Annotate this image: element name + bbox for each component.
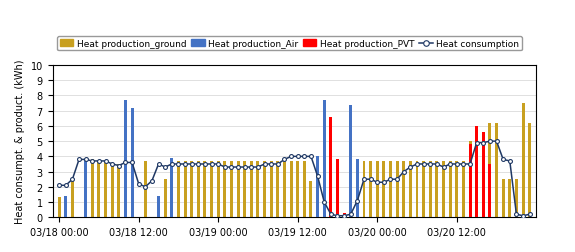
Bar — [382, 161, 385, 217]
Bar — [290, 161, 293, 217]
Heat consumption — [334, 214, 341, 217]
Bar — [429, 161, 432, 217]
Bar — [84, 160, 87, 217]
Bar — [522, 104, 524, 217]
Bar — [336, 160, 339, 217]
Bar — [64, 196, 67, 217]
Bar — [389, 161, 392, 217]
Heat consumption — [486, 140, 493, 143]
Bar — [91, 160, 94, 217]
Bar — [528, 123, 531, 217]
Bar — [157, 202, 160, 217]
Bar — [303, 161, 306, 217]
Bar — [71, 181, 74, 217]
Bar — [197, 161, 200, 217]
Bar — [402, 161, 405, 217]
Bar — [157, 196, 160, 217]
Bar — [356, 160, 359, 217]
Bar — [84, 160, 87, 217]
Bar — [488, 164, 492, 217]
Bar — [469, 145, 471, 217]
Bar — [97, 161, 101, 217]
Bar — [349, 105, 352, 217]
Bar — [455, 161, 458, 217]
Bar — [243, 161, 246, 217]
Bar — [223, 161, 227, 217]
Bar — [270, 161, 273, 217]
Bar — [110, 164, 114, 217]
Heat consumption — [361, 178, 367, 181]
Bar — [495, 123, 498, 217]
Bar — [164, 179, 167, 217]
Bar — [256, 161, 259, 217]
Bar — [124, 101, 127, 217]
Bar — [329, 117, 332, 217]
Bar — [482, 161, 485, 217]
Bar — [323, 101, 325, 217]
Bar — [409, 161, 412, 217]
Bar — [296, 161, 299, 217]
Heat consumption — [56, 184, 63, 187]
Bar — [217, 161, 220, 217]
Bar — [236, 161, 240, 217]
Heat consumption — [321, 201, 328, 204]
Bar — [362, 161, 366, 217]
Bar — [230, 161, 233, 217]
Bar — [210, 161, 213, 217]
Legend: Heat production_ground, Heat production_Air, Heat production_PVT, Heat consumpti: Heat production_ground, Heat production_… — [57, 37, 522, 51]
Bar — [475, 127, 478, 217]
Bar — [435, 161, 438, 217]
Bar — [422, 161, 425, 217]
Bar — [462, 161, 465, 217]
Bar — [488, 123, 492, 217]
Heat consumption — [214, 163, 221, 166]
Line: Heat consumption: Heat consumption — [57, 140, 532, 218]
Bar — [190, 161, 193, 217]
Bar — [469, 142, 471, 217]
Bar — [309, 181, 312, 217]
Bar — [104, 161, 107, 217]
Bar — [442, 161, 445, 217]
Bar — [416, 161, 419, 217]
Bar — [343, 213, 346, 217]
Bar — [204, 161, 206, 217]
Bar — [263, 161, 266, 217]
Bar — [177, 161, 180, 217]
Bar — [283, 161, 286, 217]
Y-axis label: Heat consumpt. & product. (kWh): Heat consumpt. & product. (kWh) — [15, 60, 25, 224]
Bar — [515, 179, 518, 217]
Heat consumption — [500, 158, 507, 161]
Bar — [144, 161, 147, 217]
Bar — [375, 161, 379, 217]
Bar — [508, 179, 511, 217]
Bar — [482, 133, 485, 217]
Heat consumption — [122, 161, 129, 164]
Bar — [448, 161, 451, 217]
Heat consumption — [381, 181, 388, 184]
Bar — [369, 161, 372, 217]
Bar — [501, 179, 505, 217]
Heat consumption — [526, 213, 533, 216]
Bar — [131, 108, 133, 217]
Bar — [475, 161, 478, 217]
Bar — [277, 161, 279, 217]
Bar — [183, 161, 186, 217]
Bar — [250, 161, 253, 217]
Bar — [316, 157, 319, 217]
Bar — [170, 158, 173, 217]
Bar — [396, 161, 398, 217]
Bar — [117, 164, 120, 217]
Bar — [58, 198, 60, 217]
